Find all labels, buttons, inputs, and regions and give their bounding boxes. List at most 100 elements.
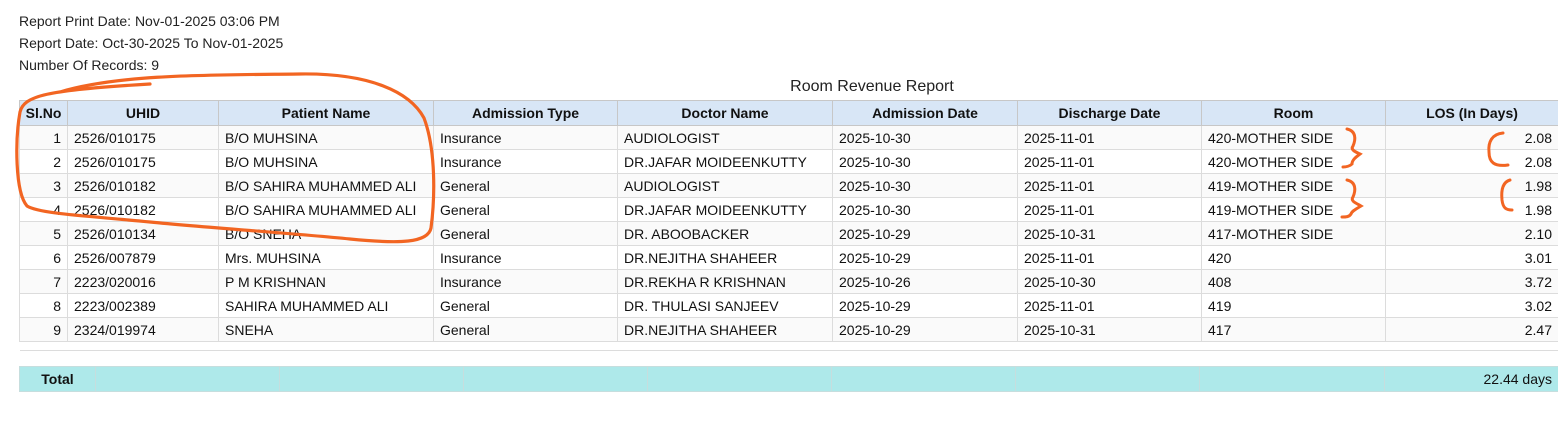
column-header-patient-name[interactable]: Patient Name (218, 100, 434, 126)
sl-no-cell: 5 (19, 221, 68, 246)
column-header-sl-no[interactable]: Sl.No (19, 100, 68, 126)
report-print-date: Report Print Date: Nov-01-2025 03:06 PM (19, 13, 280, 29)
total-los-value: 22.44 days (1384, 366, 1558, 392)
doctor-name-cell: DR.REKHA R KRISHNAN (617, 269, 833, 294)
table-row[interactable]: 5 2526/010134 B/O SNEHA General DR. ABOO… (19, 221, 1558, 246)
room-revenue-table: Sl.No UHID Patient Name Admission Type D… (19, 100, 1558, 351)
doctor-name-cell: AUDIOLOGIST (617, 125, 833, 150)
discharge-date-cell: 2025-11-01 (1017, 293, 1202, 318)
column-header-discharge-date[interactable]: Discharge Date (1017, 100, 1202, 126)
los-cell: 2.08 (1385, 125, 1558, 150)
column-header-los[interactable]: LOS (In Days) (1385, 100, 1558, 126)
admission-date-cell: 2025-10-30 (832, 149, 1018, 174)
doctor-name-cell: DR. THULASI SANJEEV (617, 293, 833, 318)
table-row[interactable]: 2 2526/010175 B/O MUHSINA Insurance DR.J… (19, 149, 1558, 174)
table-row[interactable]: 7 2223/020016 P M KRISHNAN Insurance DR.… (19, 269, 1558, 294)
room-cell: 420-MOTHER SIDE (1201, 125, 1386, 150)
uhid-cell: 2526/010175 (67, 149, 219, 174)
room-cell: 420-MOTHER SIDE (1201, 149, 1386, 174)
total-empty-cell (95, 366, 280, 392)
total-empty-cell (647, 366, 832, 392)
patient-name-cell: SAHIRA MUHAMMED ALI (218, 293, 434, 318)
total-empty-cell (463, 366, 648, 392)
column-header-admission-type[interactable]: Admission Type (433, 100, 618, 126)
uhid-cell: 2526/010182 (67, 197, 219, 222)
table-row[interactable]: 4 2526/010182 B/O SAHIRA MUHAMMED ALI Ge… (19, 197, 1558, 222)
admission-date-cell: 2025-10-30 (832, 125, 1018, 150)
uhid-cell: 2223/002389 (67, 293, 219, 318)
discharge-date-cell: 2025-11-01 (1017, 245, 1202, 270)
column-header-admission-date[interactable]: Admission Date (832, 100, 1018, 126)
record-count: Number Of Records: 9 (19, 57, 160, 73)
discharge-date-cell: 2025-11-01 (1017, 173, 1202, 198)
column-header-room[interactable]: Room (1201, 100, 1386, 126)
admission-type-cell: General (433, 197, 618, 222)
column-header-uhid[interactable]: UHID (67, 100, 219, 126)
sl-no-cell: 7 (19, 269, 68, 294)
sl-no-cell: 1 (19, 125, 68, 150)
total-empty-cell (831, 366, 1016, 392)
admission-date-cell: 2025-10-30 (832, 197, 1018, 222)
admission-type-cell: General (433, 317, 618, 342)
total-label: Total (19, 366, 96, 392)
patient-name-cell: B/O SNEHA (218, 221, 434, 246)
discharge-date-cell: 2025-10-31 (1017, 317, 1202, 342)
report-date-range: Report Date: Oct-30-2025 To Nov-01-2025 (19, 35, 284, 51)
sl-no-cell: 6 (19, 245, 68, 270)
sl-no-cell: 2 (19, 149, 68, 174)
uhid-cell: 2526/010182 (67, 173, 219, 198)
admission-date-cell: 2025-10-29 (832, 293, 1018, 318)
table-row[interactable]: 8 2223/002389 SAHIRA MUHAMMED ALI Genera… (19, 293, 1558, 318)
discharge-date-cell: 2025-11-01 (1017, 149, 1202, 174)
admission-type-cell: General (433, 173, 618, 198)
admission-date-cell: 2025-10-29 (832, 221, 1018, 246)
los-cell: 2.08 (1385, 149, 1558, 174)
admission-date-cell: 2025-10-30 (832, 173, 1018, 198)
doctor-name-cell: AUDIOLOGIST (617, 173, 833, 198)
spacer-cell (19, 341, 1558, 351)
admission-type-cell: Insurance (433, 149, 618, 174)
table-row[interactable]: 1 2526/010175 B/O MUHSINA Insurance AUDI… (19, 125, 1558, 150)
admission-date-cell: 2025-10-26 (832, 269, 1018, 294)
uhid-cell: 2526/010175 (67, 125, 219, 150)
discharge-date-cell: 2025-11-01 (1017, 197, 1202, 222)
discharge-date-cell: 2025-10-31 (1017, 221, 1202, 246)
table-row[interactable]: 6 2526/007879 Mrs. MUHSINA Insurance DR.… (19, 245, 1558, 270)
patient-name-cell: P M KRISHNAN (218, 269, 434, 294)
column-header-doctor-name[interactable]: Doctor Name (617, 100, 833, 126)
doctor-name-cell: DR. ABOOBACKER (617, 221, 833, 246)
patient-name-cell: B/O MUHSINA (218, 149, 434, 174)
uhid-cell: 2223/020016 (67, 269, 219, 294)
discharge-date-cell: 2025-10-30 (1017, 269, 1202, 294)
room-cell: 419-MOTHER SIDE (1201, 197, 1386, 222)
uhid-cell: 2526/007879 (67, 245, 219, 270)
patient-name-cell: B/O SAHIRA MUHAMMED ALI (218, 173, 434, 198)
admission-type-cell: General (433, 293, 618, 318)
doctor-name-cell: DR.JAFAR MOIDEENKUTTY (617, 149, 833, 174)
admission-date-cell: 2025-10-29 (832, 317, 1018, 342)
los-cell: 1.98 (1385, 173, 1558, 198)
sl-no-cell: 8 (19, 293, 68, 318)
admission-type-cell: Insurance (433, 269, 618, 294)
total-empty-cell (279, 366, 464, 392)
los-cell: 1.98 (1385, 197, 1558, 222)
table-row[interactable]: 9 2324/019974 SNEHA General DR.NEJITHA S… (19, 317, 1558, 342)
room-cell: 417 (1201, 317, 1386, 342)
total-empty-cell (1015, 366, 1200, 392)
los-cell: 3.01 (1385, 245, 1558, 270)
los-cell: 2.10 (1385, 221, 1558, 246)
admission-type-cell: Insurance (433, 245, 618, 270)
uhid-cell: 2324/019974 (67, 317, 219, 342)
patient-name-cell: SNEHA (218, 317, 434, 342)
admission-date-cell: 2025-10-29 (832, 245, 1018, 270)
table-row[interactable]: 3 2526/010182 B/O SAHIRA MUHAMMED ALI Ge… (19, 173, 1558, 198)
sl-no-cell: 4 (19, 197, 68, 222)
total-empty-cell (1199, 366, 1385, 392)
total-row-table: Total 22.44 days (19, 366, 1558, 392)
room-cell: 419 (1201, 293, 1386, 318)
table-header-row: Sl.No UHID Patient Name Admission Type D… (19, 100, 1558, 126)
admission-type-cell: Insurance (433, 125, 618, 150)
patient-name-cell: B/O MUHSINA (218, 125, 434, 150)
room-cell: 408 (1201, 269, 1386, 294)
room-cell: 419-MOTHER SIDE (1201, 173, 1386, 198)
